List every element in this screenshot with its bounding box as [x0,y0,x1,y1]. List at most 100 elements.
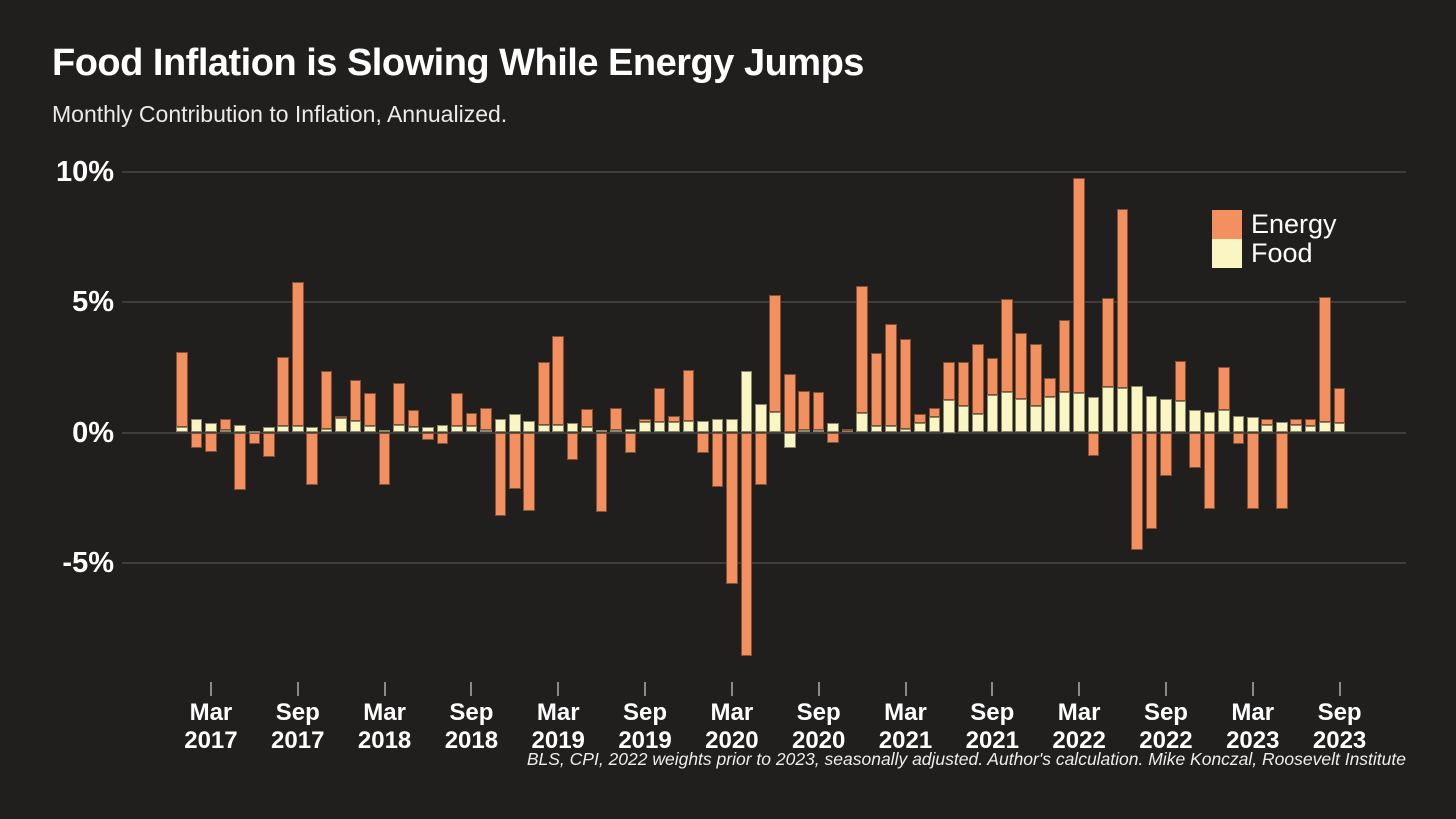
food-bar-segment [234,424,246,433]
energy-bar-segment [566,432,579,460]
x-axis-tick-label: Mar 2019 [531,699,585,754]
food-bar-segment [205,423,217,433]
food-bar-segment [1261,424,1274,433]
food-bar-segment [509,414,521,433]
food-bar-segment [581,427,593,433]
food-bar-segment [1087,397,1100,433]
food-bar-segment [827,423,839,433]
food-bar-segment [349,420,362,433]
energy-bar-segment [856,286,868,413]
food-bar-segment [480,429,492,433]
food-bar-segment [451,425,463,433]
x-axis-tick-label: Sep 2020 [791,699,846,754]
food-bar-segment [740,371,753,433]
energy-bar-segment [1058,320,1071,393]
food-bar-segment [1304,425,1317,433]
food-bar-segment [1275,422,1288,433]
y-axis-tick-label: 5% [72,286,114,318]
energy-bar-segment [1073,178,1085,394]
x-axis-tick-label: Sep 2019 [618,699,672,754]
energy-bar-segment [1189,432,1201,468]
energy-bar-segment [1160,432,1172,476]
energy-bar-segment [624,432,637,454]
food-bar-segment [277,425,290,433]
energy-bar-segment [263,432,275,458]
energy-bar-segment [726,432,738,584]
energy-bar-segment [1304,419,1317,426]
energy-bar-segment [320,371,333,429]
energy-bar-segment [552,335,564,425]
energy-bar-segment [523,432,536,511]
food-bar-segment [943,399,955,433]
energy-bar-segment [451,393,463,426]
food-bar-segment [914,423,926,433]
x-axis-tick [991,682,994,696]
energy-bar-segment [349,380,362,421]
legend-swatches [1212,210,1242,268]
energy-bar-segment [943,362,955,400]
food-bar-segment [1218,410,1230,433]
food-bar-segment [682,420,695,433]
x-axis-tick [557,682,560,696]
energy-bar-segment [1015,333,1028,399]
food-bar-segment [1102,386,1114,433]
x-axis-tick-label: Mar 2020 [705,699,759,754]
x-axis-tick [470,682,473,696]
energy-bar-segment [1261,419,1274,425]
food-bar-segment [697,420,709,433]
energy-bar-segment [928,407,941,417]
energy-bar-segment [697,432,709,454]
food-bar-segment [1290,424,1302,433]
legend-food-label: Food [1251,238,1313,268]
energy-bar-segment [1290,419,1302,425]
food-bar-segment [870,425,883,433]
food-bar-segment [957,406,970,433]
food-bar-segment [407,427,420,433]
energy-bar-segment [1232,432,1245,445]
energy-bar-segment [494,432,507,517]
energy-bar-segment [1174,360,1187,402]
food-bar-segment [653,422,666,433]
food-bar-segment [1174,401,1187,433]
food-bar-segment [219,429,232,433]
food-bar-segment [610,429,622,433]
food-bar-segment [1044,397,1056,433]
energy-bar-segment [1044,377,1056,398]
food-bar-segment [885,425,897,433]
energy-bar-segment [480,407,492,430]
x-axis-tick [1164,682,1167,696]
food-bar-segment [1058,392,1071,433]
energy-bar-segment [1246,432,1259,510]
chart-subtitle: Monthly Contribution to Inflation, Annua… [52,101,508,127]
energy-bar-segment [335,415,347,419]
food-bar-segment [263,427,275,433]
legend-labels: Energy Food [1251,210,1337,268]
food-bar-segment [1015,398,1028,433]
energy-bar-segment [668,415,680,423]
food-bar-segment [1000,392,1013,433]
food-bar-segment [190,419,203,433]
y-axis-tick-label: -5% [62,547,114,579]
energy-bar-segment [885,324,897,426]
x-axis-tick-label: Mar 2018 [357,699,412,754]
energy-bar-segment [610,407,622,430]
y-axis-tick-label: 10% [55,155,114,188]
food-bar-segment [1333,423,1346,433]
gridline-5 [122,301,1406,303]
food-bar-segment [176,427,188,433]
food-bar-segment [783,432,796,449]
food-bar-segment [769,411,782,433]
energy-bar-segment [972,343,984,415]
food-bar-segment [364,425,376,433]
food-bar-segment [335,418,347,433]
gridline--5 [122,562,1406,564]
food-bar-segment [566,423,579,433]
food-bar-segment [1203,411,1216,433]
energy-bar-segment [306,432,319,485]
energy-bar-segment [277,356,290,426]
energy-bar-segment [1116,209,1129,389]
x-axis-tick-label: Sep 2022 [1139,699,1193,754]
energy-bar-segment [205,432,217,453]
energy-bar-segment [827,432,839,443]
x-axis-tick-label: Mar 2023 [1226,699,1280,754]
